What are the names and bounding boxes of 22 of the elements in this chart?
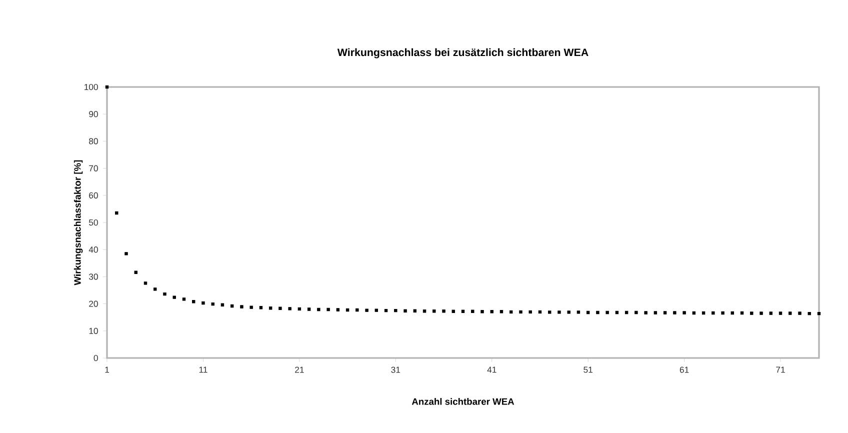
y-tick-label: 70 xyxy=(89,165,98,172)
y-tick-label: 0 xyxy=(94,354,98,362)
x-tick-label: 21 xyxy=(295,366,304,373)
x-tick-label: 71 xyxy=(776,366,785,373)
y-axis-title: Wirkungsnachlassfaktor [%] xyxy=(74,160,83,286)
y-tick-label: 40 xyxy=(88,246,98,253)
y-tick-label: 100 xyxy=(84,84,98,90)
y-tick-label: 90 xyxy=(89,111,98,118)
x-tick-label: 11 xyxy=(199,366,208,373)
x-tick-label: 31 xyxy=(391,366,400,373)
y-tick-label: 20 xyxy=(89,300,98,307)
y-tick-label: 30 xyxy=(88,274,98,280)
x-tick-label: 61 xyxy=(680,366,689,373)
chart-title: Wirkungsnachlass bei zusätzlich sichtbaren WEA xyxy=(337,48,588,58)
y-tick-label: 80 xyxy=(89,138,98,144)
x-tick-label: 1 xyxy=(105,366,109,373)
x-tick-label: 41 xyxy=(487,366,496,373)
y-tick-label: 60 xyxy=(89,192,98,198)
x-axis-title: Anzahl sichtbarer WEA xyxy=(412,398,514,405)
x-tick-label: 51 xyxy=(584,366,592,373)
y-tick-label: 50 xyxy=(89,219,98,226)
y-tick-label: 10 xyxy=(89,328,98,334)
